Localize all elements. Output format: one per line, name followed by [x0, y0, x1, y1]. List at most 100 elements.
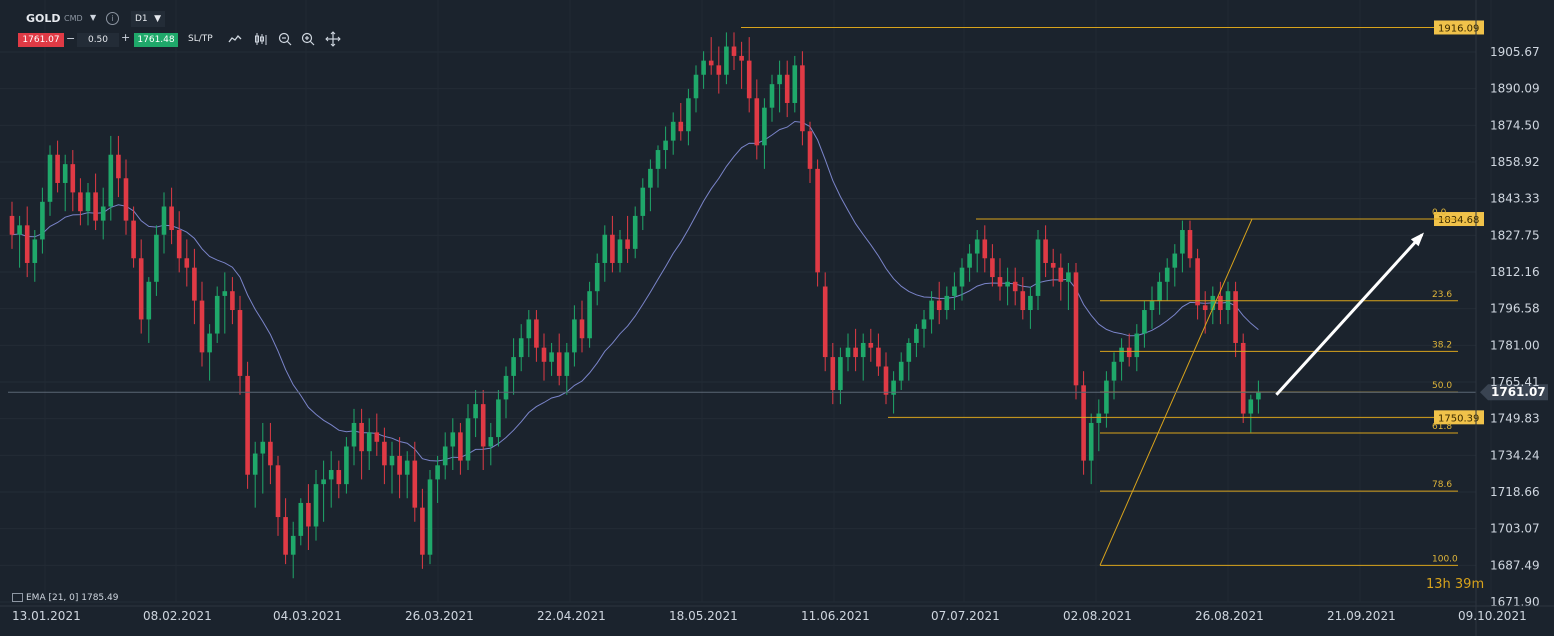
candle-body: [214, 295, 220, 334]
candle-body: [663, 140, 668, 151]
symbol-dropdown-icon[interactable]: ▼: [90, 13, 97, 22]
candle-body: [1058, 267, 1064, 282]
product-type-label: CMD: [64, 14, 83, 23]
candle-body: [526, 319, 532, 339]
candle-body: [891, 380, 896, 395]
candle-body: [290, 535, 296, 555]
candle-body: [306, 502, 311, 527]
indicator-settings-icon[interactable]: [12, 593, 23, 602]
y-tick-label: 1703.07: [1490, 522, 1540, 536]
buy-price-button[interactable]: 1761.48: [134, 33, 178, 47]
sltp-button[interactable]: SL/TP: [188, 34, 213, 44]
candle-body: [602, 234, 608, 263]
candle-body: [686, 98, 691, 132]
forecast-arrow-line: [1275, 233, 1424, 396]
candle-body: [556, 352, 562, 376]
candle-body: [838, 357, 843, 391]
candle-body: [465, 418, 471, 461]
candle-body: [549, 352, 554, 362]
candle-body: [412, 460, 418, 508]
y-tick-label: 1890.09: [1490, 82, 1540, 96]
candle-body: [404, 460, 410, 475]
candle-body: [473, 404, 478, 419]
y-tick-label: 1781.00: [1490, 338, 1540, 352]
x-tick-label: 08.02.2021: [143, 609, 212, 623]
candle-body: [1142, 310, 1147, 334]
candles-icon[interactable]: [253, 31, 269, 47]
symbol-label[interactable]: GOLD: [26, 12, 61, 25]
candle-body: [936, 300, 942, 311]
candle-body: [746, 60, 752, 99]
candle-body: [480, 404, 486, 447]
candle-body: [594, 262, 600, 292]
candle-body: [336, 470, 342, 485]
candle-body: [450, 432, 456, 447]
current-price-label: 1761.07: [1491, 385, 1546, 399]
chart-toolbar: GOLD CMD ▼ i D1 ▼ 1761.07 − 0.50 + 1761.…: [0, 0, 600, 56]
candle-body: [397, 455, 402, 475]
ema-polyline: [11, 120, 1259, 462]
candle-body: [85, 192, 91, 212]
candle-body: [78, 192, 83, 212]
candle-body: [906, 342, 912, 362]
y-tick-label: 1874.50: [1490, 118, 1540, 132]
y-tick-label: 1812.16: [1490, 265, 1540, 279]
x-tick-label: 07.07.2021: [931, 609, 1000, 623]
info-icon[interactable]: i: [106, 12, 119, 25]
candle-body: [184, 258, 190, 268]
y-tick-label: 1765.41: [1490, 375, 1540, 389]
candle-body: [974, 239, 980, 254]
timeframe-select[interactable]: D1 ▼: [131, 11, 165, 27]
candle-body: [313, 484, 319, 527]
candle-body: [1149, 300, 1155, 311]
ema-legend[interactable]: EMA [21, 0] 1785.49: [12, 593, 118, 603]
fib-level-label: 0.0: [1432, 208, 1447, 218]
candle-body: [488, 437, 494, 447]
candle-body: [564, 352, 570, 376]
candle-body: [1028, 295, 1033, 311]
candle-body: [62, 164, 68, 183]
candle-body: [131, 220, 136, 259]
candle-body: [648, 168, 653, 188]
candle-body: [435, 465, 440, 480]
ema-line: [11, 120, 1259, 462]
zoom-out-icon[interactable]: [277, 31, 293, 47]
candle-body: [731, 46, 737, 56]
x-tick-label: 21.09.2021: [1327, 609, 1396, 623]
price-axis[interactable]: 1905.67 1890.09 1874.50 1858.92 1843.33 1827.…: [1475, 0, 1540, 636]
candle-body: [724, 46, 729, 75]
candle-body: [579, 319, 585, 339]
candle-body: [1134, 333, 1140, 358]
candle-body: [199, 300, 205, 353]
candle-body: [792, 65, 798, 103]
candle-body: [518, 338, 524, 358]
candle-body: [366, 432, 372, 452]
line-chart-icon[interactable]: [227, 31, 243, 47]
candle-body: [762, 107, 767, 146]
forecast-arrow-head: [1410, 232, 1425, 247]
zoom-in-icon[interactable]: [300, 31, 316, 47]
candle-body: [990, 258, 995, 278]
candle-body: [146, 281, 152, 320]
x-tick-label: 11.06.2021: [801, 609, 870, 623]
candle-body: [207, 333, 212, 353]
time-axis[interactable]: 13.01.2021 08.02.2021 04.03.2021 26.03.2021…: [0, 605, 1554, 623]
spread-value[interactable]: 0.50: [77, 33, 119, 47]
candle-body: [252, 453, 258, 475]
candle-body: [716, 65, 722, 75]
sell-price-button[interactable]: 1761.07: [18, 33, 64, 47]
candle-body: [1195, 258, 1200, 306]
candle-body: [853, 347, 858, 358]
candle-body: [123, 178, 129, 221]
candle-body: [670, 121, 676, 141]
candle-body: [420, 507, 425, 555]
candle-body: [914, 328, 919, 343]
spread-increase-button[interactable]: +: [121, 31, 131, 44]
x-tick-label: 18.05.2021: [669, 609, 738, 623]
candle-body: [898, 361, 904, 381]
candle-body: [655, 150, 661, 169]
move-icon[interactable]: [325, 31, 341, 47]
candle-body: [1111, 361, 1117, 381]
spread-decrease-button[interactable]: −: [66, 32, 76, 45]
